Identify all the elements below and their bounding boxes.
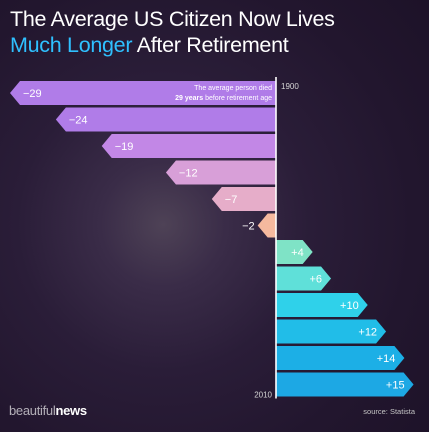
bar-value-label: +6 <box>309 274 322 286</box>
bar-value-label: −24 <box>69 115 88 127</box>
bar-value-label: −12 <box>179 168 198 180</box>
bar <box>276 346 405 370</box>
bar-value-label: −2 <box>242 221 255 233</box>
bar <box>276 319 387 344</box>
bar-value-label: +4 <box>291 247 304 259</box>
bar <box>257 213 276 238</box>
bar <box>10 81 276 105</box>
title-line-1: The Average US Citizen Now Lives <box>10 7 335 31</box>
bar-value-label: +10 <box>340 300 359 312</box>
bar-value-label: −29 <box>23 88 42 100</box>
source-note: source: Statista <box>363 407 415 416</box>
annotation-rest: before retirement age <box>203 95 272 102</box>
bar <box>101 134 276 158</box>
bar <box>55 107 277 132</box>
bar-value-label: +14 <box>377 353 396 365</box>
bar <box>276 240 313 264</box>
brand-part-2: news <box>55 403 87 418</box>
brand-logo: beautifulnews <box>9 403 87 418</box>
year-label-start: 1900 <box>281 82 299 91</box>
year-label-end: 2010 <box>254 391 272 400</box>
bar <box>165 160 276 185</box>
chart-title: The Average US Citizen Now Lives Much Lo… <box>10 6 335 58</box>
annotation-bold: 29 years <box>175 95 203 102</box>
annotation-line-2: 29 years before retirement age <box>175 95 272 102</box>
bar <box>276 293 368 317</box>
bar-value-label: +15 <box>386 380 405 392</box>
bar-value-label: −7 <box>225 194 238 206</box>
bar <box>276 266 332 291</box>
title-highlight: Much Longer <box>10 33 133 57</box>
bar-value-label: −19 <box>115 141 134 153</box>
bar <box>276 372 414 397</box>
title-line-2: Much Longer After Retirement <box>10 32 335 58</box>
title-rest: After Retirement <box>132 33 289 57</box>
bar <box>211 187 276 211</box>
brand-part-1: beautiful <box>9 403 56 418</box>
bar-value-label: +12 <box>358 327 377 339</box>
annotation-line-1: The average person died <box>194 85 272 92</box>
